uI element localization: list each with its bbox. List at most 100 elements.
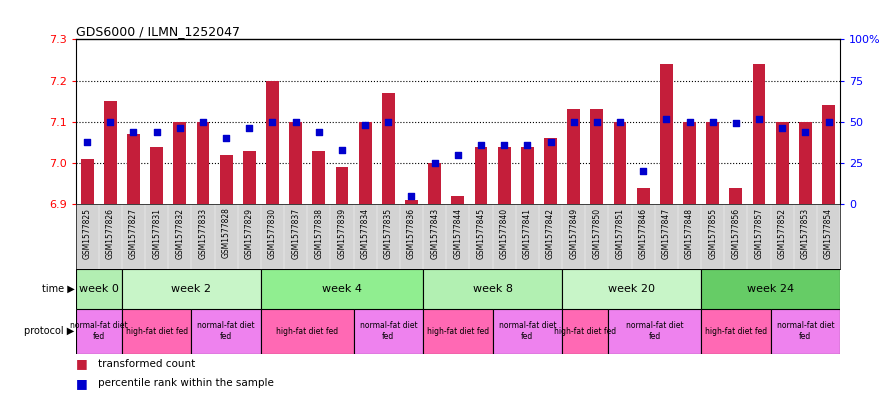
Text: normal-fat diet
fed: normal-fat diet fed <box>70 321 127 341</box>
Text: GSM1577845: GSM1577845 <box>477 208 485 259</box>
Bar <box>608 309 701 354</box>
Text: GSM1577842: GSM1577842 <box>546 208 555 259</box>
Point <box>706 119 720 125</box>
Bar <box>683 122 696 204</box>
Point <box>219 135 233 141</box>
Bar <box>521 147 533 204</box>
Point <box>660 116 674 122</box>
Point <box>589 119 604 125</box>
Text: percentile rank within the sample: percentile rank within the sample <box>98 378 274 388</box>
Text: GSM1577832: GSM1577832 <box>175 208 184 259</box>
Bar <box>359 122 372 204</box>
Text: GSM1577825: GSM1577825 <box>83 208 92 259</box>
Point <box>103 119 117 125</box>
Text: GSM1577827: GSM1577827 <box>129 208 138 259</box>
Point <box>543 138 557 145</box>
Bar <box>243 151 256 204</box>
Text: transformed count: transformed count <box>98 358 195 369</box>
Bar <box>104 101 116 204</box>
Point <box>821 119 836 125</box>
Text: GSM1577851: GSM1577851 <box>615 208 624 259</box>
Text: GSM1577833: GSM1577833 <box>198 208 207 259</box>
Text: high-fat diet fed: high-fat diet fed <box>705 327 767 336</box>
Point <box>312 129 326 135</box>
Bar <box>475 147 487 204</box>
Text: high-fat diet fed: high-fat diet fed <box>427 327 489 336</box>
Point <box>566 119 581 125</box>
Text: week 24: week 24 <box>747 284 794 294</box>
Bar <box>428 163 441 204</box>
Point <box>126 129 140 135</box>
Text: GSM1577826: GSM1577826 <box>106 208 115 259</box>
Text: week 4: week 4 <box>322 284 362 294</box>
Text: GSM1577838: GSM1577838 <box>315 208 324 259</box>
Text: GSM1577844: GSM1577844 <box>453 208 462 259</box>
Bar <box>260 309 354 354</box>
Bar <box>312 151 325 204</box>
Text: time ▶: time ▶ <box>42 284 75 294</box>
Text: GSM1577839: GSM1577839 <box>338 208 347 259</box>
Text: protocol ▶: protocol ▶ <box>24 326 75 336</box>
Bar <box>150 147 163 204</box>
Point <box>729 120 743 127</box>
Bar <box>76 269 122 309</box>
Bar <box>122 309 191 354</box>
Point <box>404 193 419 199</box>
Bar <box>498 147 510 204</box>
Text: normal-fat diet
fed: normal-fat diet fed <box>626 321 684 341</box>
Text: GSM1577841: GSM1577841 <box>523 208 532 259</box>
Point <box>266 119 280 125</box>
Text: ■: ■ <box>76 357 87 370</box>
Bar <box>127 134 140 204</box>
Text: week 0: week 0 <box>79 284 118 294</box>
Text: GSM1577843: GSM1577843 <box>430 208 439 259</box>
Text: GSM1577830: GSM1577830 <box>268 208 277 259</box>
Point <box>451 152 465 158</box>
Bar <box>452 196 464 204</box>
Bar <box>354 309 423 354</box>
Text: GSM1577856: GSM1577856 <box>732 208 741 259</box>
Text: GSM1577847: GSM1577847 <box>661 208 671 259</box>
Point <box>172 125 187 132</box>
Text: GSM1577855: GSM1577855 <box>709 208 717 259</box>
Bar <box>730 188 742 204</box>
Text: GSM1577853: GSM1577853 <box>801 208 810 259</box>
Bar <box>637 188 650 204</box>
Bar <box>405 200 418 204</box>
Bar <box>567 109 580 204</box>
Point <box>80 138 94 145</box>
Text: week 8: week 8 <box>473 284 513 294</box>
Text: GSM1577852: GSM1577852 <box>778 208 787 259</box>
Point <box>196 119 210 125</box>
Bar <box>562 309 608 354</box>
Text: normal-fat diet
fed: normal-fat diet fed <box>197 321 255 341</box>
Text: GDS6000 / ILMN_1252047: GDS6000 / ILMN_1252047 <box>76 25 239 38</box>
Bar <box>423 269 562 309</box>
Text: high-fat diet fed: high-fat diet fed <box>276 327 339 336</box>
Bar <box>562 269 701 309</box>
Bar <box>660 64 673 204</box>
Bar <box>822 105 835 204</box>
Bar <box>613 122 627 204</box>
Bar <box>590 109 604 204</box>
Bar <box>122 269 260 309</box>
Text: high-fat diet fed: high-fat diet fed <box>125 327 188 336</box>
Text: ■: ■ <box>76 376 87 390</box>
Text: GSM1577850: GSM1577850 <box>592 208 601 259</box>
Text: normal-fat diet
fed: normal-fat diet fed <box>359 321 417 341</box>
Bar <box>799 122 812 204</box>
Bar <box>260 269 423 309</box>
Bar <box>76 309 122 354</box>
Bar <box>191 309 260 354</box>
Bar <box>423 309 493 354</box>
Bar <box>493 309 562 354</box>
Bar <box>701 269 840 309</box>
Text: week 2: week 2 <box>172 284 212 294</box>
Bar <box>753 64 765 204</box>
Text: GSM1577836: GSM1577836 <box>407 208 416 259</box>
Point <box>474 142 488 148</box>
Text: GSM1577829: GSM1577829 <box>244 208 254 259</box>
Bar <box>266 81 279 204</box>
Bar <box>701 309 771 354</box>
Text: GSM1577835: GSM1577835 <box>384 208 393 259</box>
